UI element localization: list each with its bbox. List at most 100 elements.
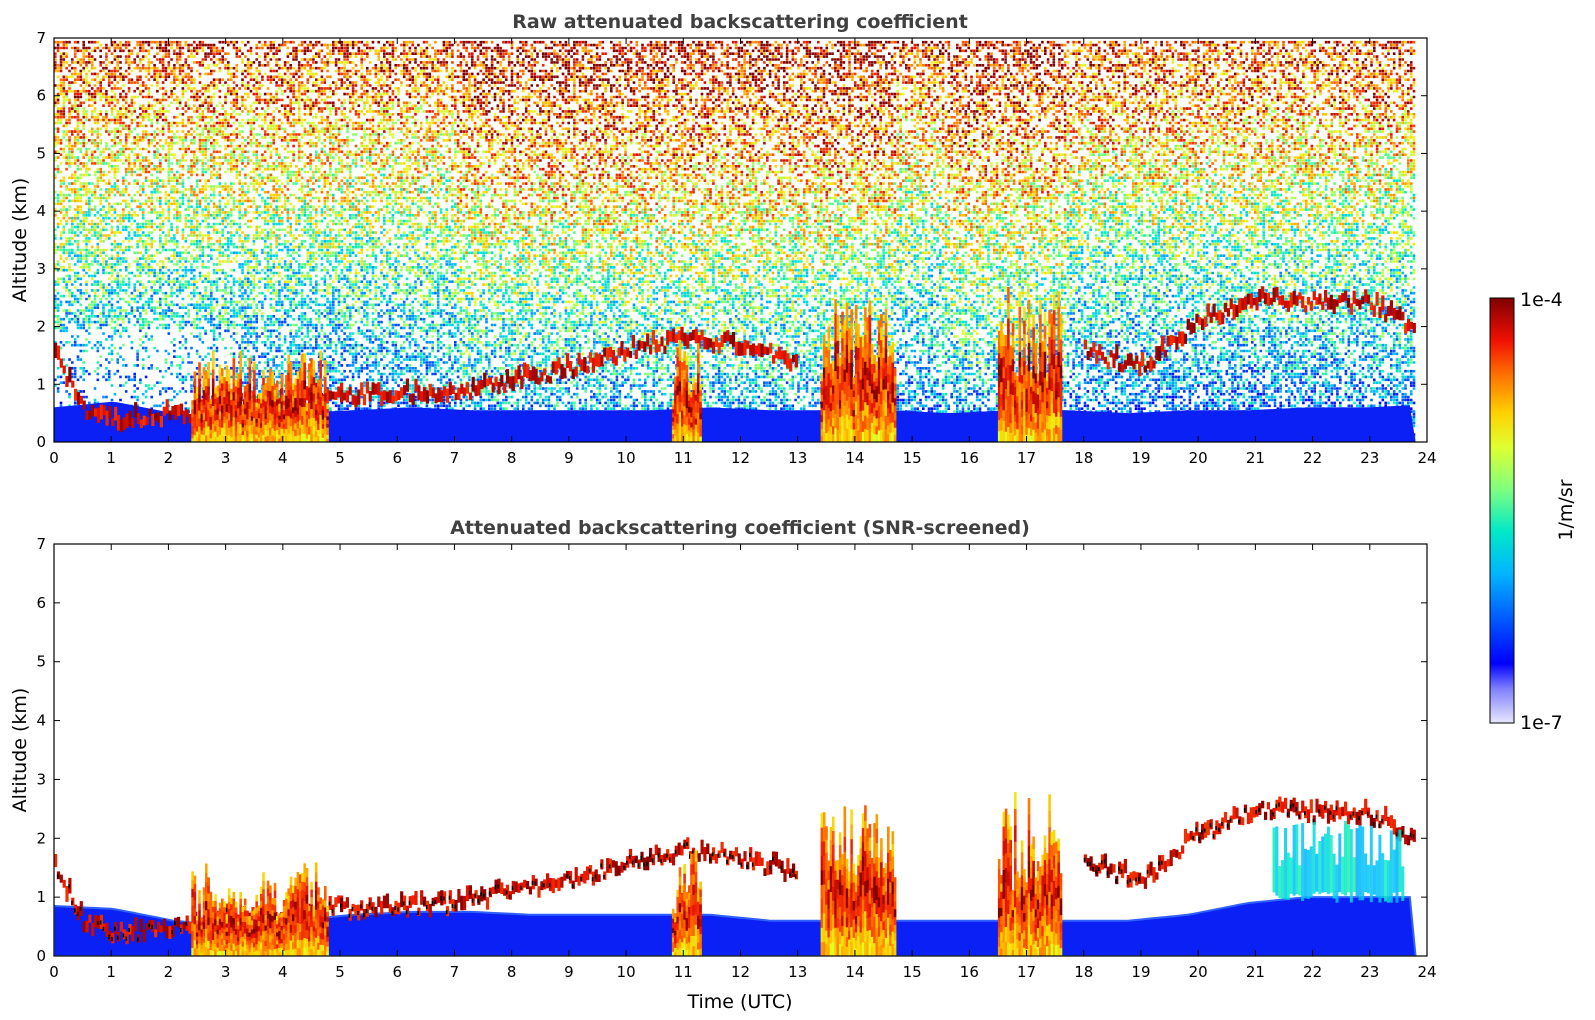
precip-cell <box>1014 435 1017 442</box>
precip-cell <box>1034 363 1038 374</box>
precip-cell <box>1011 903 1015 911</box>
precip-cell <box>690 427 693 433</box>
cloud-cell <box>657 344 661 352</box>
precip-cell <box>866 317 869 331</box>
precip-cell <box>211 917 215 924</box>
precip-cell <box>269 941 272 950</box>
precip-cell <box>310 433 313 442</box>
precip-cell <box>683 900 686 911</box>
precip-cell <box>1034 916 1038 926</box>
precip-cell <box>266 880 270 889</box>
cloud-cell <box>305 386 309 401</box>
precip-cell <box>864 361 867 376</box>
precip-cell <box>1002 869 1006 885</box>
precip-cell <box>243 436 247 442</box>
precip-cell <box>868 328 872 344</box>
precip-cell <box>845 372 849 387</box>
precip-cell <box>260 422 263 428</box>
precip-cell <box>278 934 281 940</box>
precip-cell <box>997 408 1001 421</box>
precip-cell <box>671 918 675 924</box>
cloud-cell <box>523 362 527 377</box>
precip-cell <box>230 436 233 442</box>
precip-cell <box>1043 429 1047 442</box>
cloud-cell <box>99 404 103 420</box>
cloud-cell <box>1123 360 1127 369</box>
precip-cell <box>321 396 325 402</box>
precip-cell <box>822 334 826 347</box>
x-tick-label: 2 <box>164 449 174 467</box>
precip-cell <box>864 320 867 335</box>
cloud-cell <box>737 853 741 865</box>
cloud-edge <box>1278 802 1280 807</box>
precip-cell <box>209 403 213 409</box>
precip-cell <box>841 311 844 326</box>
precip-cell <box>864 820 867 836</box>
precip-cell <box>685 892 689 899</box>
precip-cell <box>282 423 286 429</box>
precip-cell <box>1030 877 1033 890</box>
cloud-cell <box>142 415 146 426</box>
cloud-edge <box>628 854 631 859</box>
precip-cell <box>1018 893 1022 902</box>
x-tick-label: 19 <box>1131 963 1150 981</box>
precip-cell <box>289 948 293 956</box>
cloud-cell <box>511 880 515 895</box>
precip-cell <box>280 401 284 409</box>
cloud-cell <box>1232 304 1236 320</box>
precip-cell <box>276 952 279 956</box>
precip-cell <box>870 363 874 374</box>
precip-cell <box>319 359 322 370</box>
precip-cell <box>317 928 320 936</box>
precip-cell <box>676 936 679 944</box>
precip-cell <box>262 391 265 400</box>
precip-cell <box>864 925 867 942</box>
x-tick-label: 6 <box>392 449 402 467</box>
precip-cell <box>202 894 206 902</box>
precip-cell <box>278 407 281 412</box>
precip-cell <box>287 424 290 434</box>
y-tick-label: 1 <box>36 375 46 393</box>
precip-cell <box>243 419 247 426</box>
noise-speckle <box>56 81 1342 333</box>
precip-cell <box>250 947 254 952</box>
precip-cell <box>207 908 210 918</box>
precip-cell <box>1018 909 1022 918</box>
precip-cell <box>260 412 263 418</box>
noise-speckle <box>124 43 1410 165</box>
precip-cell <box>285 943 288 951</box>
precip-cell <box>1034 392 1038 403</box>
cloud-edge <box>709 857 711 862</box>
precip-cell <box>1050 416 1054 430</box>
precip-cell <box>253 946 256 952</box>
precip-cell <box>1048 794 1051 811</box>
precip-cell <box>314 420 318 427</box>
precip-cell <box>250 420 254 426</box>
precip-cell <box>827 418 831 431</box>
precip-cell <box>326 916 329 922</box>
precip-cell <box>1007 941 1010 956</box>
cloud-cell <box>594 352 598 367</box>
precip-cell <box>276 948 279 953</box>
precip-cell <box>237 948 240 953</box>
precip-cell <box>857 394 860 407</box>
precip-cell <box>230 903 233 911</box>
precip-cell <box>264 914 268 921</box>
cloud-cell <box>546 873 550 889</box>
precip-cell <box>285 408 288 416</box>
cloud-cell <box>1329 294 1333 310</box>
precip-cell <box>1055 852 1058 865</box>
precip-cell <box>838 382 842 392</box>
precip-cell <box>253 932 256 938</box>
cloud-cell <box>1364 798 1368 815</box>
y-axis-label: Altitude (km) <box>9 178 31 303</box>
precip-cell <box>1043 859 1047 873</box>
precip-cell <box>861 884 865 900</box>
precip-cell <box>234 945 238 952</box>
cloud-edge <box>571 884 574 888</box>
precip-cell <box>827 898 831 909</box>
precip-cell <box>882 410 885 422</box>
precip-cell <box>1052 353 1056 369</box>
precip-cell <box>202 921 206 929</box>
precip-cell <box>230 388 233 395</box>
